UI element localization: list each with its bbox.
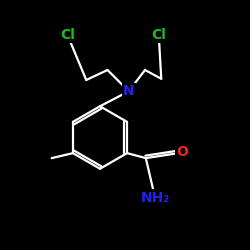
Text: N: N bbox=[123, 84, 134, 98]
Text: Cl: Cl bbox=[60, 28, 75, 42]
Text: Cl: Cl bbox=[151, 28, 166, 42]
Text: O: O bbox=[176, 146, 188, 160]
Text: NH₂: NH₂ bbox=[140, 190, 170, 204]
